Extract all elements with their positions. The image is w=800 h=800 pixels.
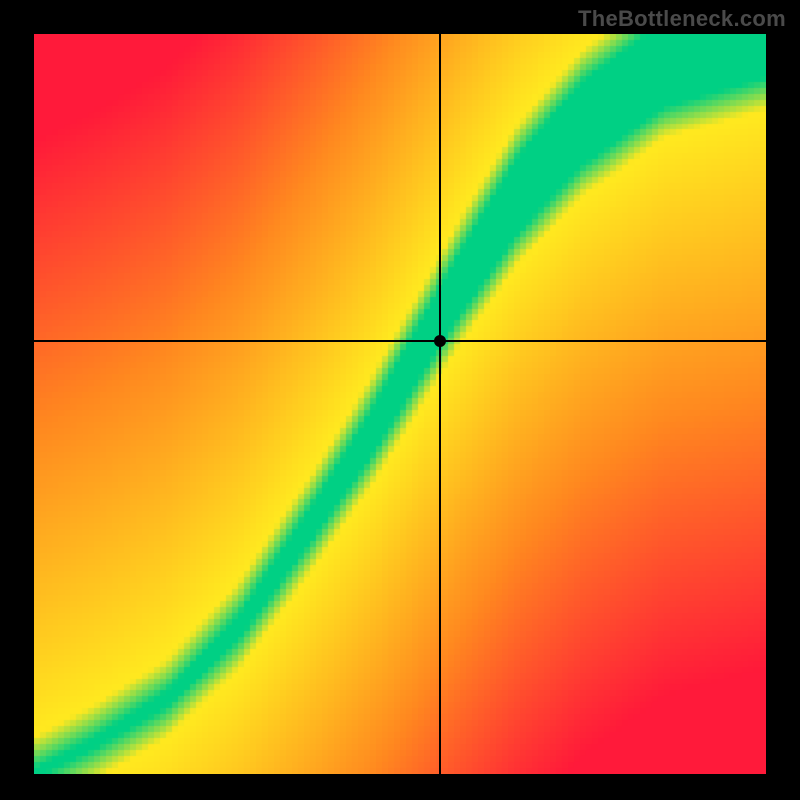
watermark-text: TheBottleneck.com <box>578 6 786 32</box>
bottleneck-heatmap <box>34 34 766 774</box>
crosshair-vertical <box>439 34 441 774</box>
crosshair-horizontal <box>34 340 766 342</box>
chart-container: TheBottleneck.com <box>0 0 800 800</box>
